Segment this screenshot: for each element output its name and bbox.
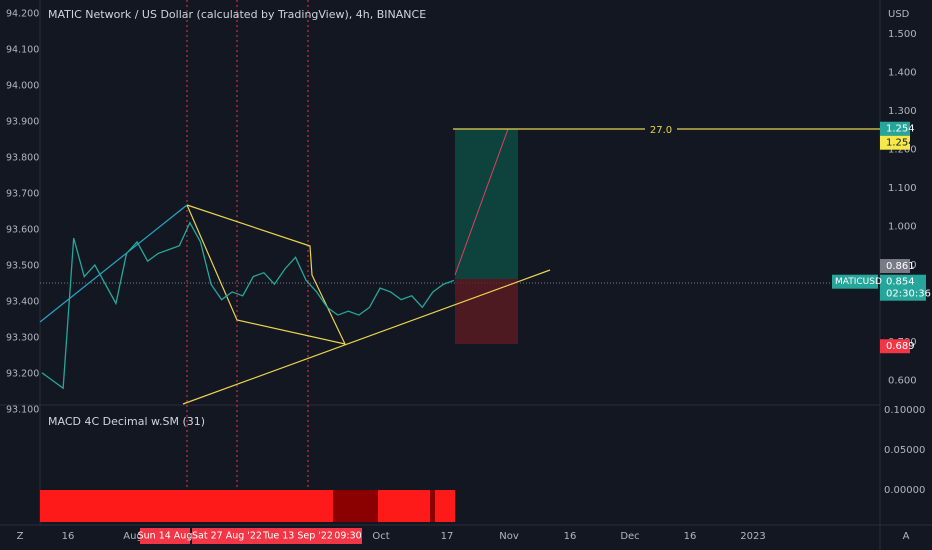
right-tick-label: 1.200 <box>888 145 917 156</box>
up-line <box>39 204 188 323</box>
trend-line <box>182 269 551 405</box>
projection-arrow <box>454 128 509 276</box>
indicator-name: MACD 4C Decimal w.SM (31) <box>48 415 205 428</box>
left-tick-label: 93.400 <box>6 297 39 308</box>
right-tick-label: 1.400 <box>888 68 917 79</box>
left-tick-label: 93.200 <box>6 369 39 380</box>
corner-button[interactable]: Z <box>17 531 24 542</box>
macd-bar <box>430 490 435 522</box>
cursor-badge <box>192 528 262 544</box>
symbol-label: MATICUSD <box>835 277 882 287</box>
left-tick-label: 93.500 <box>6 261 39 272</box>
left-tick-label: 94.200 <box>6 9 39 20</box>
price-badge-label: 1.254 <box>886 138 915 149</box>
macd-tick-label: 0.00000 <box>884 485 925 496</box>
left-tick-label: 93.300 <box>6 333 39 344</box>
right-tick-label: 1.000 <box>888 222 917 233</box>
left-tick-label: 93.900 <box>6 117 39 128</box>
generated: 94.200 94.100 94.000 93.900 93.800 93.700 93.6… <box>6 9 931 544</box>
countdown: 02:30:36 <box>886 289 931 300</box>
right-tick-label: 1.300 <box>888 106 917 117</box>
target-label: 27.0 <box>650 125 672 136</box>
symbol-badge <box>832 274 878 289</box>
macd-bar <box>333 490 378 522</box>
x-tick-label: 16 <box>564 531 577 542</box>
macd-tick-label: 0.05000 <box>884 445 925 456</box>
currency: USD <box>888 9 910 20</box>
x-tick-label: Aug <box>123 531 143 542</box>
left-tick-label: 94.000 <box>6 81 39 92</box>
x-tick-label: 17 <box>441 531 454 542</box>
price-badge-label: 0.861 <box>886 261 915 272</box>
price-badge <box>880 135 910 150</box>
loss-zone <box>455 279 518 344</box>
price-line <box>41 221 455 390</box>
left-tick-label: 93.100 <box>6 405 39 416</box>
x-tick-label: Dec <box>620 531 639 542</box>
x-tick-label: 16 <box>684 531 697 542</box>
wedge <box>186 204 347 345</box>
cursor-badge <box>334 528 362 544</box>
price-badge <box>880 121 910 136</box>
macd-bar <box>40 490 455 522</box>
price-badge <box>880 339 910 354</box>
right-tick-label: 0.600 <box>888 376 917 387</box>
target-badge <box>645 123 677 136</box>
right-tick-label: 1.500 <box>888 29 917 40</box>
right-tick-label: 1.100 <box>888 183 917 194</box>
left-tick-label: 93.800 <box>6 153 39 164</box>
left-tick-label: 93.600 <box>6 225 39 236</box>
corner-button[interactable]: A <box>903 531 910 542</box>
price-badge <box>880 259 910 274</box>
price-badge <box>880 274 926 301</box>
price-badge-label: 0.854 <box>886 277 915 288</box>
price-badge-label: 1.254 <box>886 124 915 135</box>
cursor-badge <box>262 528 334 544</box>
cursor-label: 09:30 <box>334 531 361 542</box>
cursor-label: Sat 27 Aug '22 <box>192 531 262 542</box>
x-tick-label: Oct <box>372 531 389 542</box>
chart-title: MATIC Network / US Dollar (calculated by… <box>48 8 426 21</box>
x-tick-label: 16 <box>62 531 75 542</box>
x-tick-label: 2023 <box>740 531 765 542</box>
macd-tick-label: 0.10000 <box>884 405 925 416</box>
price-badge-label: 0.689 <box>886 341 915 352</box>
cursor-badge <box>140 528 190 544</box>
cursor-label: Sun 14 Aug <box>138 531 193 542</box>
left-tick-label: 94.100 <box>6 45 39 56</box>
left-tick-label: 93.700 <box>6 189 39 200</box>
cursor-label: Tue 13 Sep '22 <box>262 531 333 542</box>
profit-zone <box>455 129 518 279</box>
x-tick-label: Nov <box>499 531 519 542</box>
